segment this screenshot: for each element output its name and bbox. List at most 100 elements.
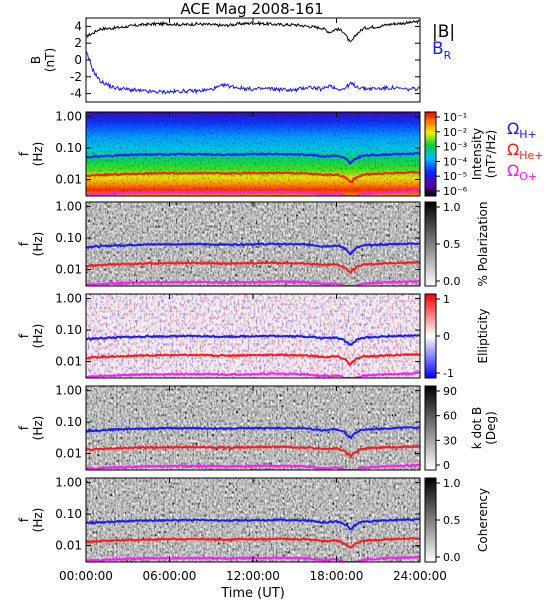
colorbar-label-1-1: 0.5 (443, 238, 461, 251)
colorbar-4: 1.0 0.5 0.0 Coherency (424, 477, 490, 564)
colorbar-label-4-2: 0.0 (443, 551, 461, 564)
colorbar-label-0-0: 10⁻¹ (443, 111, 467, 124)
legend-omega-h-sub: H+ (519, 128, 537, 141)
f-yunit-4: (Hz) (31, 508, 45, 533)
f-ytick-label-3-1: 0.10 (55, 415, 82, 429)
f-ytick-label-3-2: 0.01 (55, 447, 82, 461)
f-ylabel-0: f (17, 151, 31, 156)
panel-intensity: 1.00 0.10 0.01 f (Hz) 10⁻¹ 10⁻² 10⁻³10⁻⁴ 10⁻⁵ 10⁻… (17, 110, 498, 198)
f-yunit-2: (Hz) (31, 324, 45, 349)
colorbar-2: 1 0 -1 Ellipticity (424, 293, 490, 380)
panel-image-3 (86, 386, 420, 470)
colorbar-label-2-1: 0 (443, 330, 450, 343)
gyro-line-He-4 (86, 536, 420, 549)
gyro-line-O-2 (86, 371, 420, 378)
b-radial-line (85, 50, 421, 95)
f-ytick-label-2-2: 0.01 (55, 355, 82, 369)
f-ytick-label-0-1: 0.10 (55, 141, 82, 155)
colorbar-label-2-2: -1 (443, 367, 454, 380)
b-total-line (85, 19, 421, 43)
gyro-line-O-0 (86, 189, 420, 196)
panel--polarization: 1.00 0.10 0.01 f (Hz) 1.0 0.5 0.0 % Polarization (17, 200, 490, 288)
f-ytick-label-3-0: 1.00 (55, 384, 82, 398)
legend-b-total: |B| (432, 22, 455, 42)
panel-ellipticity: 1.00 0.10 0.01 f (Hz) 1 0 -1 Ellipticity (17, 292, 490, 380)
f-yunit-0: (Hz) (31, 142, 45, 167)
time-tick-label-1: 06:00:00 (143, 569, 197, 583)
f-ytick-label-1-0: 1.00 (55, 200, 82, 214)
f-ylabel-1: f (17, 241, 31, 246)
f-ylabel-4: f (17, 517, 31, 522)
f-ytick-label-1-2: 0.01 (55, 263, 82, 277)
gyro-line-H-3 (86, 426, 420, 441)
colorbar-label-3-2: 30 (443, 434, 457, 447)
b-field-ylabel: B (29, 56, 43, 64)
colorbar-unit-3: (Deg) (484, 411, 498, 445)
legend-omega-h: ΩH+ (507, 119, 537, 141)
f-ylabel-2: f (17, 333, 31, 338)
gyro-line-He-0 (86, 170, 420, 184)
f-ylabel-3: f (17, 425, 31, 430)
panel-k-dot-b: 1.00 0.10 0.01 f (Hz) 90 60 30 0 k dot B (Deg) (17, 384, 498, 472)
f-ytick-label-4-2: 0.01 (55, 539, 82, 553)
colorbar-gradient-4 (424, 477, 437, 563)
legend-omega-he-sub: He+ (519, 149, 543, 162)
panel-image-4 (86, 478, 420, 562)
colorbar-1: 1.0 0.5 0.0 % Polarization (424, 201, 490, 288)
colorbar-label-2-0: 1 (443, 293, 450, 306)
gyro-line-He-1 (86, 260, 420, 274)
b-ytick-label-2: 0 (74, 53, 82, 67)
colorbar-3: 90 60 30 0 k dot B (Deg) (424, 385, 498, 472)
f-ytick-label-4-0: 1.00 (55, 476, 82, 490)
b-field-y-ticks: 4 2 0 -2 -4 (70, 19, 420, 101)
colorbar-title-1: % Polarization (476, 202, 490, 287)
gyro-line-H-2 (86, 333, 420, 347)
colorbar-label-1-2: 0.0 (443, 275, 461, 288)
panel-image-2 (86, 294, 420, 378)
colorbar-label-0-3: 10⁻⁴ (443, 155, 468, 168)
gyro-line-H-1 (86, 242, 420, 256)
f-ytick-label-0-0: 1.00 (55, 110, 82, 124)
gyro-line-O-1 (86, 279, 420, 286)
time-tick-label-0: 00:00:00 (59, 569, 113, 583)
f-ytick-label-4-1: 0.10 (55, 507, 82, 521)
f-ytick-label-0-2: 0.01 (55, 173, 82, 187)
colorbar-title-4: Coherency (476, 488, 490, 552)
panel-image-1 (86, 202, 420, 286)
gyro-line-H-0 (86, 151, 420, 166)
colorbar-label-4-0: 1.0 (443, 477, 461, 490)
colorbar-label-0-2: 10⁻³ (443, 141, 467, 154)
colorbar-label-3-0: 90 (443, 385, 457, 398)
gyro-line-He-2 (86, 352, 420, 367)
b-ytick-label-1: 2 (74, 36, 82, 50)
panel-b-field: 4 2 0 -2 -4 B (nT) |B| BR (29, 17, 455, 103)
heatmap-panels: 1.000.100.01f (Hz)10⁻¹10⁻²10⁻³10⁻⁴10⁻⁵10⁻… (17, 110, 498, 564)
colorbar-label-3-1: 60 (443, 410, 457, 423)
time-tick-label-3: 18:00:00 (310, 569, 364, 583)
f-ytick-label-2-0: 1.00 (55, 292, 82, 306)
b-ytick-label-4: -4 (70, 87, 82, 101)
colorbar-title-2: Ellipticity (476, 309, 490, 364)
gyro-line-O-3 (86, 463, 420, 470)
legend-b-radial-sub: R (444, 49, 452, 62)
panel-image-0 (86, 112, 420, 196)
time-axis: 00:00:00 06:00:00 12:00:00 18:00:00 24:00:00 (59, 18, 447, 583)
f-yunit-3: (Hz) (31, 416, 45, 441)
figure-title: ACE Mag 2008-161 (180, 0, 323, 18)
b-ytick-label-0: 4 (74, 19, 82, 33)
legend-omega-o: ΩO+ (507, 161, 537, 183)
colorbar-title-3: k dot B (470, 407, 484, 449)
colorbar-label-0-5: 10⁻⁶ (443, 185, 468, 198)
gyro-line-He-3 (86, 444, 420, 460)
f-ytick-label-2-1: 0.10 (55, 323, 82, 337)
b-field-yunit: (nT) (43, 48, 57, 72)
colorbar-label-0-1: 10⁻² (443, 126, 467, 139)
colorbar-gradient-2 (424, 293, 437, 379)
legend-b-radial: BR (432, 39, 452, 62)
panel-coherency: 1.00 0.10 0.01 f (Hz) 1.0 0.5 0.0 Coherency (17, 476, 490, 564)
time-axis-label: Time (UT) (220, 586, 285, 600)
colorbar-label-0-4: 10⁻⁵ (443, 170, 467, 183)
b-ytick-label-3: -2 (70, 70, 82, 84)
